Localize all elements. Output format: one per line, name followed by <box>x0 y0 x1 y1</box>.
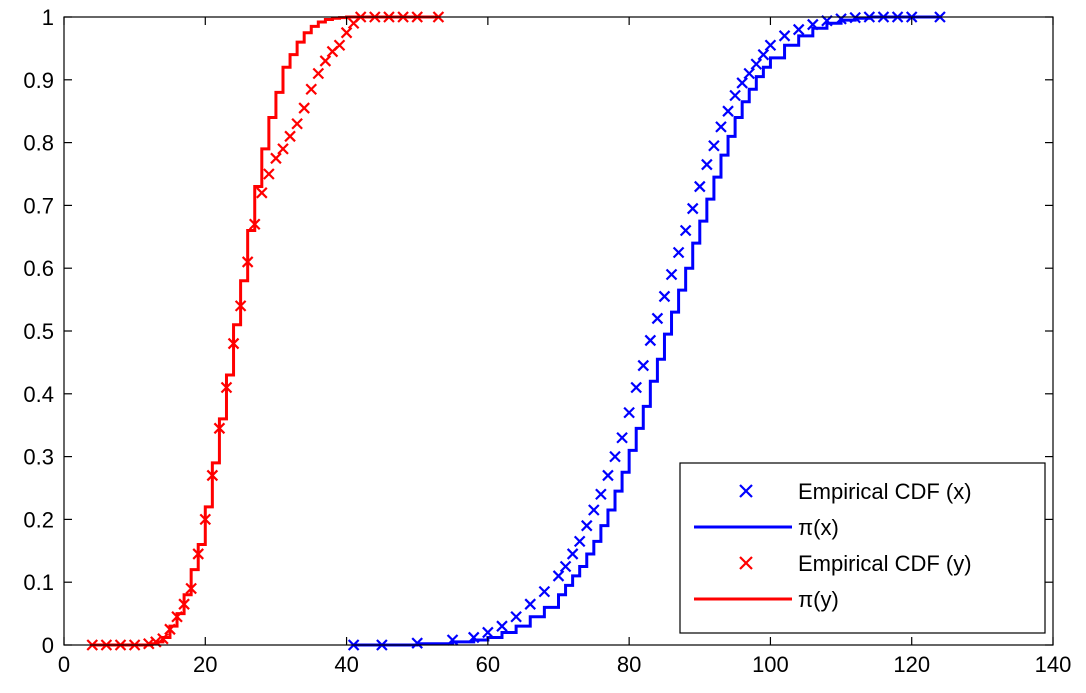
legend-label-0: Empirical CDF (x) <box>798 479 972 504</box>
legend-box <box>679 462 1046 634</box>
data-point <box>764 39 777 52</box>
y-tick-label: 0.1 <box>23 570 54 595</box>
x-tick-label: 0 <box>58 652 70 677</box>
legend-label-2: Empirical CDF (y) <box>798 551 972 576</box>
series-markers-0 <box>347 11 946 651</box>
data-point <box>623 406 635 419</box>
data-point <box>609 450 621 463</box>
legend-label-1: π(x) <box>798 515 839 540</box>
data-point <box>552 570 565 582</box>
data-point <box>573 535 586 548</box>
data-point <box>778 30 791 42</box>
data-point <box>256 187 268 199</box>
data-point <box>340 26 353 39</box>
legend-label-3: π(y) <box>798 587 839 612</box>
data-point <box>701 158 713 171</box>
data-point <box>538 585 551 598</box>
data-point <box>743 67 756 80</box>
x-tick-label: 120 <box>893 652 930 677</box>
data-point <box>722 105 734 117</box>
x-tick-label: 20 <box>193 652 217 677</box>
y-tick-label: 0.2 <box>23 507 54 532</box>
data-point <box>305 83 318 95</box>
data-point <box>319 55 332 67</box>
data-point <box>312 67 325 80</box>
y-tick-label: 1 <box>42 5 54 30</box>
data-point <box>510 610 522 623</box>
x-tick-label: 140 <box>1035 652 1072 677</box>
data-point <box>482 626 494 639</box>
data-point <box>580 519 593 532</box>
series-line-3 <box>92 15 439 647</box>
data-point <box>496 620 508 632</box>
x-tick-label: 100 <box>752 652 789 677</box>
y-tick-label: 0.7 <box>23 193 54 218</box>
data-point <box>651 312 664 325</box>
data-point <box>708 139 720 152</box>
data-point <box>644 334 657 347</box>
data-point <box>291 117 303 130</box>
data-point <box>298 102 310 114</box>
data-point <box>602 469 614 482</box>
data-point <box>686 202 699 215</box>
data-point <box>757 48 770 61</box>
legend-marker-0 <box>739 484 753 498</box>
data-point <box>736 77 748 89</box>
data-point <box>630 381 642 394</box>
y-tick-label: 0.8 <box>23 131 54 156</box>
data-point <box>588 504 600 516</box>
x-tick-label: 80 <box>617 652 641 677</box>
y-tick-label: 0.6 <box>23 256 54 281</box>
series-line-1 <box>353 15 940 647</box>
data-point <box>284 130 296 143</box>
data-point <box>750 58 763 70</box>
y-tick-label: 0.5 <box>23 319 54 344</box>
data-point <box>277 143 289 155</box>
x-tick-label: 60 <box>476 652 500 677</box>
data-point <box>270 152 282 165</box>
data-point <box>665 268 678 281</box>
data-point <box>559 560 572 573</box>
data-point <box>333 39 346 52</box>
x-tick-label: 40 <box>334 652 358 677</box>
data-point <box>566 548 579 560</box>
legend: Empirical CDF (x) π(x) Empirical CDF (y) π(… <box>679 462 1046 634</box>
y-tick-label: 0.4 <box>23 382 54 407</box>
data-point <box>263 168 275 180</box>
legend-marker-2 <box>739 556 753 570</box>
y-tick-label: 0.9 <box>23 68 54 93</box>
data-point <box>679 224 692 237</box>
data-point <box>672 246 685 259</box>
data-point <box>694 180 706 193</box>
data-point <box>658 290 671 303</box>
ticks-layer: 0 20 40 60 80 100 120 140 0 0.1 0.2 0.3 0.4 0.5 0.6 0.7… <box>23 5 1071 677</box>
y-tick-label: 0 <box>42 633 54 658</box>
data-point <box>729 89 741 102</box>
data-point <box>595 488 607 501</box>
data-point <box>616 431 628 444</box>
y-tick-label: 0.3 <box>23 445 54 470</box>
data-point <box>524 598 537 610</box>
data-point <box>715 121 727 133</box>
data-point <box>792 23 805 36</box>
data-point <box>637 359 650 372</box>
